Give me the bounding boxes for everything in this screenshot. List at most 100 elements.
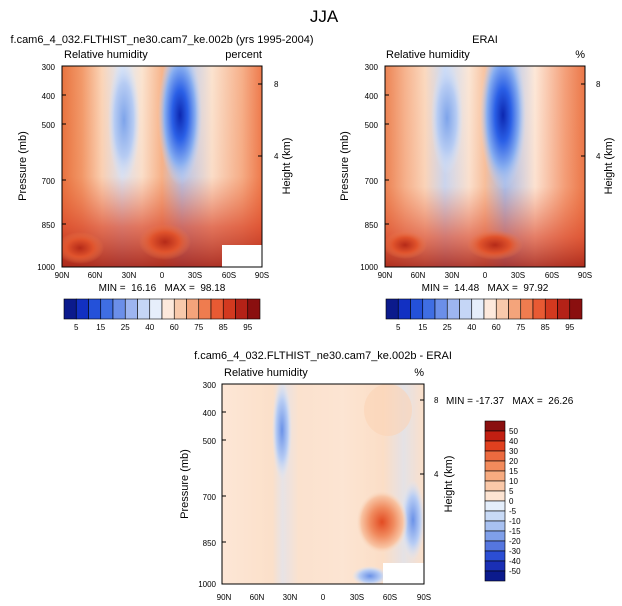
colorbar-box (186, 298, 200, 320)
panel-diff-field (222, 384, 424, 584)
panel-obs-left-label: Relative humidity (386, 49, 470, 61)
panel-diff-left-label: Relative humidity (224, 367, 308, 379)
panel-obs-colorbar: 5 15 25 40 60 75 85 95 (385, 298, 583, 332)
panel-diff: f.cam6_4_032.FLTHIST_ne30.cam7_ke.002b -… (179, 350, 574, 602)
colorbar-label: 15 (418, 323, 427, 332)
colorbar-label: 15 (96, 323, 105, 332)
colorbar-box (484, 470, 506, 482)
colorbar-label: 85 (219, 323, 228, 332)
colorbar-box (495, 298, 509, 320)
panel-model-right-label: percent (225, 49, 262, 61)
ytick: 400 (203, 409, 217, 418)
colorbar-label: 15 (509, 467, 518, 476)
obs-moist-bl-nh (385, 231, 427, 259)
panel-obs-y2ticks: 8 4 (596, 80, 601, 161)
xtick: 30N (122, 271, 137, 280)
colorbar-box (459, 298, 473, 320)
ytick: 400 (365, 92, 379, 101)
panel-model-y2ticks: 8 4 (274, 80, 279, 161)
model-moist-bl-sh (139, 224, 191, 260)
panel-model-xticks: 90N 60N 30N 0 30S 60S 90S (55, 271, 269, 280)
y2tick: 8 (434, 396, 439, 405)
panel-model-field (62, 66, 262, 267)
colorbar-box (210, 298, 224, 320)
colorbar-box (222, 298, 236, 320)
colorbar-box (484, 420, 506, 432)
xtick: 0 (483, 271, 488, 280)
diff-missing-topography (383, 563, 424, 584)
colorbar-box (532, 298, 546, 320)
colorbar-label: 25 (121, 323, 130, 332)
panel-model-ylabel: Pressure (mb) (17, 131, 29, 201)
colorbar-box (88, 298, 102, 320)
colorbar-box (124, 298, 138, 320)
ytick: 850 (42, 221, 56, 230)
ytick: 400 (42, 92, 56, 101)
colorbar-label: 75 (194, 323, 203, 332)
colorbar-label: -20 (509, 537, 521, 546)
colorbar-box (75, 298, 89, 320)
diff-negative-bl (352, 566, 388, 584)
panel-diff-xticks: 90N 60N 30N 0 30S 60S 90S (217, 593, 431, 602)
colorbar-label: -10 (509, 517, 521, 526)
xtick: 30S (350, 593, 364, 602)
colorbar-box (483, 298, 497, 320)
ytick: 1000 (360, 263, 378, 272)
panel-obs: ERAI Relative humidity % Pressure (mb) H… (339, 34, 615, 332)
panel-model-y2label: Height (km) (281, 138, 293, 195)
colorbar-box (484, 540, 506, 552)
ytick: 1000 (37, 263, 55, 272)
colorbar-label: 60 (492, 323, 501, 332)
colorbar-label: 5 (74, 323, 79, 332)
colorbar-box (484, 490, 506, 502)
panel-obs-title: ERAI (472, 34, 498, 46)
xtick: 0 (321, 593, 326, 602)
xtick: 90N (217, 593, 232, 602)
xtick: 30S (511, 271, 525, 280)
diff-negative-sh-high-lat (401, 480, 424, 560)
colorbar-box (484, 480, 506, 492)
diff-positive-sh-mid (356, 490, 408, 554)
colorbar-box (410, 298, 424, 320)
xtick: 60S (222, 271, 236, 280)
panel-model-colorbar: 5 15 25 40 60 75 85 95 (63, 298, 261, 332)
panel-diff-stats: MIN = -17.37 MAX = 26.26 (446, 396, 574, 407)
colorbar-label: -50 (509, 567, 521, 576)
panel-obs-field (385, 66, 585, 267)
colorbar-box (422, 298, 436, 320)
colorbar-box (446, 298, 460, 320)
colorbar-label: -5 (509, 507, 517, 516)
colorbar-label: 0 (509, 497, 514, 506)
ytick: 700 (365, 177, 379, 186)
colorbar-label: 10 (509, 477, 518, 486)
colorbar-box (100, 298, 114, 320)
xtick: 60S (545, 271, 559, 280)
panel-diff-title: f.cam6_4_032.FLTHIST_ne30.cam7_ke.002b -… (194, 350, 452, 362)
obs-dry-tongue-nh (431, 66, 463, 174)
xtick: 30S (188, 271, 202, 280)
model-dry-tongue-nh (108, 66, 140, 182)
colorbar-box (484, 500, 506, 512)
colorbar-box (569, 298, 583, 320)
colorbar-label: -40 (509, 557, 521, 566)
xtick: 60N (411, 271, 426, 280)
ytick: 850 (203, 539, 217, 548)
ytick: 300 (365, 63, 379, 72)
colorbar-label: 25 (443, 323, 452, 332)
panel-obs-y2label: Height (km) (603, 138, 615, 195)
colorbar-box (484, 460, 506, 472)
colorbar-label: 40 (145, 323, 154, 332)
colorbar-box (508, 298, 522, 320)
panel-diff-right-label: % (414, 367, 424, 379)
colorbar-label: 20 (509, 457, 518, 466)
y2tick: 8 (274, 80, 279, 89)
xtick: 90S (578, 271, 592, 280)
colorbar-box (484, 550, 506, 562)
xtick: 60N (88, 271, 103, 280)
colorbar-label: -15 (509, 527, 521, 536)
xtick: 90N (378, 271, 393, 280)
colorbar-label: 40 (467, 323, 476, 332)
ytick: 700 (203, 493, 217, 502)
